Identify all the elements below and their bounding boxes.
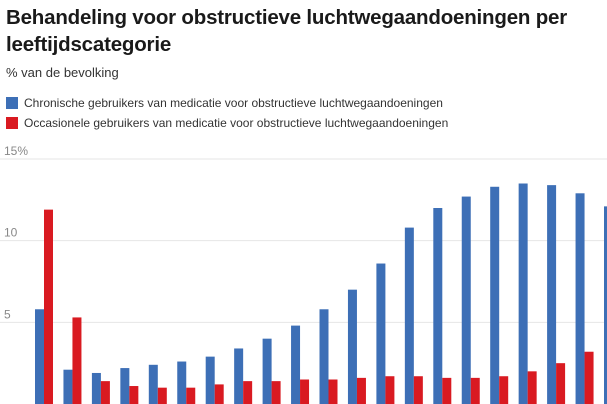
y-tick-label: 5 xyxy=(4,307,11,321)
legend-swatch-chronic xyxy=(6,97,18,109)
bar-occasional[interactable] xyxy=(300,379,310,404)
bar-occasional[interactable] xyxy=(527,371,537,404)
bar-occasional[interactable] xyxy=(442,377,452,404)
chart-title: Behandeling voor obstructieve luchtwegaa… xyxy=(6,6,568,56)
y-tick-label: 10 xyxy=(4,226,18,240)
legend-item-occasional[interactable]: Occasionele gebruikers van medicatie voo… xyxy=(6,113,448,133)
bar-occasional[interactable] xyxy=(214,384,224,404)
bar-occasional[interactable] xyxy=(44,209,53,404)
legend-label-occasional: Occasionele gebruikers van medicatie voo… xyxy=(24,116,449,130)
bar-occasional[interactable] xyxy=(385,376,395,404)
bar-chronic[interactable] xyxy=(120,368,130,404)
bar-chronic[interactable] xyxy=(91,372,101,404)
bar-occasional[interactable] xyxy=(328,379,338,404)
legend-swatch-occasional xyxy=(6,117,18,129)
bar-occasional[interactable] xyxy=(556,363,566,404)
bar-chronic[interactable] xyxy=(35,309,44,404)
bar-chronic[interactable] xyxy=(490,186,500,404)
bar-chronic[interactable] xyxy=(177,361,187,404)
y-tick-label: 15% xyxy=(4,144,28,158)
legend-label-chronic: Chronische gebruikers van medicatie voor… xyxy=(24,96,443,110)
bar-occasional[interactable] xyxy=(129,386,139,404)
bar-chronic[interactable] xyxy=(404,227,414,404)
bar-occasional[interactable] xyxy=(186,387,196,404)
bar-occasional[interactable] xyxy=(243,381,253,404)
bar-occasional[interactable] xyxy=(271,381,281,404)
bar-occasional[interactable] xyxy=(356,377,366,404)
bar-chronic[interactable] xyxy=(575,193,585,404)
chart-subtitle: % van de bevolking xyxy=(6,65,119,80)
bar-occasional[interactable] xyxy=(470,377,480,404)
legend-item-chronic[interactable]: Chronische gebruikers van medicatie voor… xyxy=(6,93,448,113)
bar-occasional[interactable] xyxy=(157,387,167,404)
bar-occasional[interactable] xyxy=(499,376,509,404)
bar-chronic[interactable] xyxy=(604,206,607,404)
legend: Chronische gebruikers van medicatie voor… xyxy=(6,93,448,133)
bar-chronic[interactable] xyxy=(262,338,272,404)
bar-chronic[interactable] xyxy=(63,369,73,404)
bar-chronic[interactable] xyxy=(347,289,357,404)
bar-chronic[interactable] xyxy=(234,348,244,404)
bar-chronic[interactable] xyxy=(547,185,557,404)
bar-chronic[interactable] xyxy=(148,364,158,404)
bar-chronic[interactable] xyxy=(433,208,443,404)
bar-occasional[interactable] xyxy=(72,317,82,404)
bar-occasional[interactable] xyxy=(584,351,594,404)
bar-chronic[interactable] xyxy=(205,356,215,404)
bar-chronic[interactable] xyxy=(291,325,301,404)
bar-chronic[interactable] xyxy=(518,183,528,404)
bar-chronic[interactable] xyxy=(461,196,471,404)
bar-occasional[interactable] xyxy=(100,381,110,404)
bar-occasional[interactable] xyxy=(413,376,423,404)
bar-chronic[interactable] xyxy=(319,309,329,404)
bar-chronic[interactable] xyxy=(376,263,386,404)
